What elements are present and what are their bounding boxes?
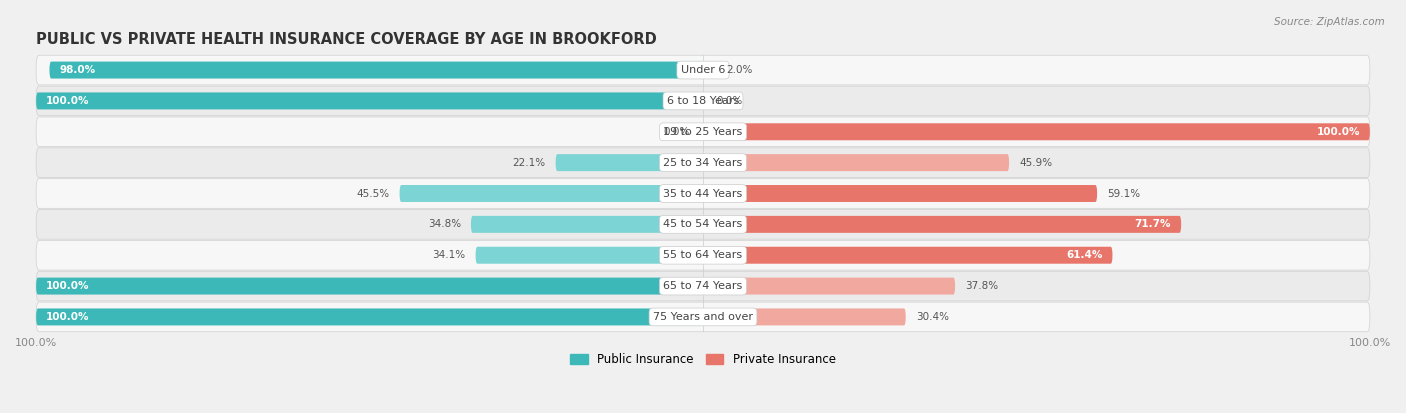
FancyBboxPatch shape — [399, 185, 703, 202]
FancyBboxPatch shape — [37, 55, 1369, 85]
FancyBboxPatch shape — [37, 271, 1369, 301]
FancyBboxPatch shape — [37, 86, 1369, 116]
FancyBboxPatch shape — [37, 302, 1369, 332]
Text: 100.0%: 100.0% — [1316, 127, 1360, 137]
FancyBboxPatch shape — [49, 62, 703, 78]
Text: 35 to 44 Years: 35 to 44 Years — [664, 188, 742, 199]
FancyBboxPatch shape — [471, 216, 703, 233]
FancyBboxPatch shape — [703, 247, 1112, 264]
Text: 22.1%: 22.1% — [513, 158, 546, 168]
Text: 61.4%: 61.4% — [1066, 250, 1102, 260]
FancyBboxPatch shape — [475, 247, 703, 264]
FancyBboxPatch shape — [37, 278, 703, 294]
Text: 19 to 25 Years: 19 to 25 Years — [664, 127, 742, 137]
Text: 34.1%: 34.1% — [433, 250, 465, 260]
Text: 75 Years and over: 75 Years and over — [652, 312, 754, 322]
Legend: Public Insurance, Private Insurance: Public Insurance, Private Insurance — [565, 349, 841, 371]
FancyBboxPatch shape — [555, 154, 703, 171]
Text: 6 to 18 Years: 6 to 18 Years — [666, 96, 740, 106]
FancyBboxPatch shape — [37, 117, 1369, 147]
Text: 55 to 64 Years: 55 to 64 Years — [664, 250, 742, 260]
Text: PUBLIC VS PRIVATE HEALTH INSURANCE COVERAGE BY AGE IN BROOKFORD: PUBLIC VS PRIVATE HEALTH INSURANCE COVER… — [37, 31, 657, 47]
FancyBboxPatch shape — [37, 148, 1369, 178]
Text: 100.0%: 100.0% — [46, 312, 90, 322]
FancyBboxPatch shape — [703, 154, 1010, 171]
FancyBboxPatch shape — [37, 209, 1369, 239]
FancyBboxPatch shape — [703, 309, 905, 325]
Text: 98.0%: 98.0% — [59, 65, 96, 75]
Text: 0.0%: 0.0% — [664, 127, 690, 137]
FancyBboxPatch shape — [703, 278, 955, 294]
Text: 59.1%: 59.1% — [1107, 188, 1140, 199]
Text: 45 to 54 Years: 45 to 54 Years — [664, 219, 742, 229]
Text: Under 6: Under 6 — [681, 65, 725, 75]
Text: 25 to 34 Years: 25 to 34 Years — [664, 158, 742, 168]
Text: Source: ZipAtlas.com: Source: ZipAtlas.com — [1274, 17, 1385, 26]
FancyBboxPatch shape — [37, 240, 1369, 270]
FancyBboxPatch shape — [703, 62, 716, 78]
Text: 100.0%: 100.0% — [46, 281, 90, 291]
Text: 37.8%: 37.8% — [965, 281, 998, 291]
FancyBboxPatch shape — [703, 185, 1097, 202]
Text: 71.7%: 71.7% — [1135, 219, 1171, 229]
Text: 0.0%: 0.0% — [716, 96, 742, 106]
FancyBboxPatch shape — [37, 179, 1369, 208]
Text: 34.8%: 34.8% — [427, 219, 461, 229]
Text: 45.9%: 45.9% — [1019, 158, 1052, 168]
FancyBboxPatch shape — [37, 93, 703, 109]
FancyBboxPatch shape — [703, 216, 1181, 233]
Text: 30.4%: 30.4% — [915, 312, 949, 322]
Text: 65 to 74 Years: 65 to 74 Years — [664, 281, 742, 291]
FancyBboxPatch shape — [703, 123, 1369, 140]
FancyBboxPatch shape — [37, 309, 703, 325]
Text: 100.0%: 100.0% — [46, 96, 90, 106]
Text: 45.5%: 45.5% — [357, 188, 389, 199]
Text: 2.0%: 2.0% — [727, 65, 752, 75]
